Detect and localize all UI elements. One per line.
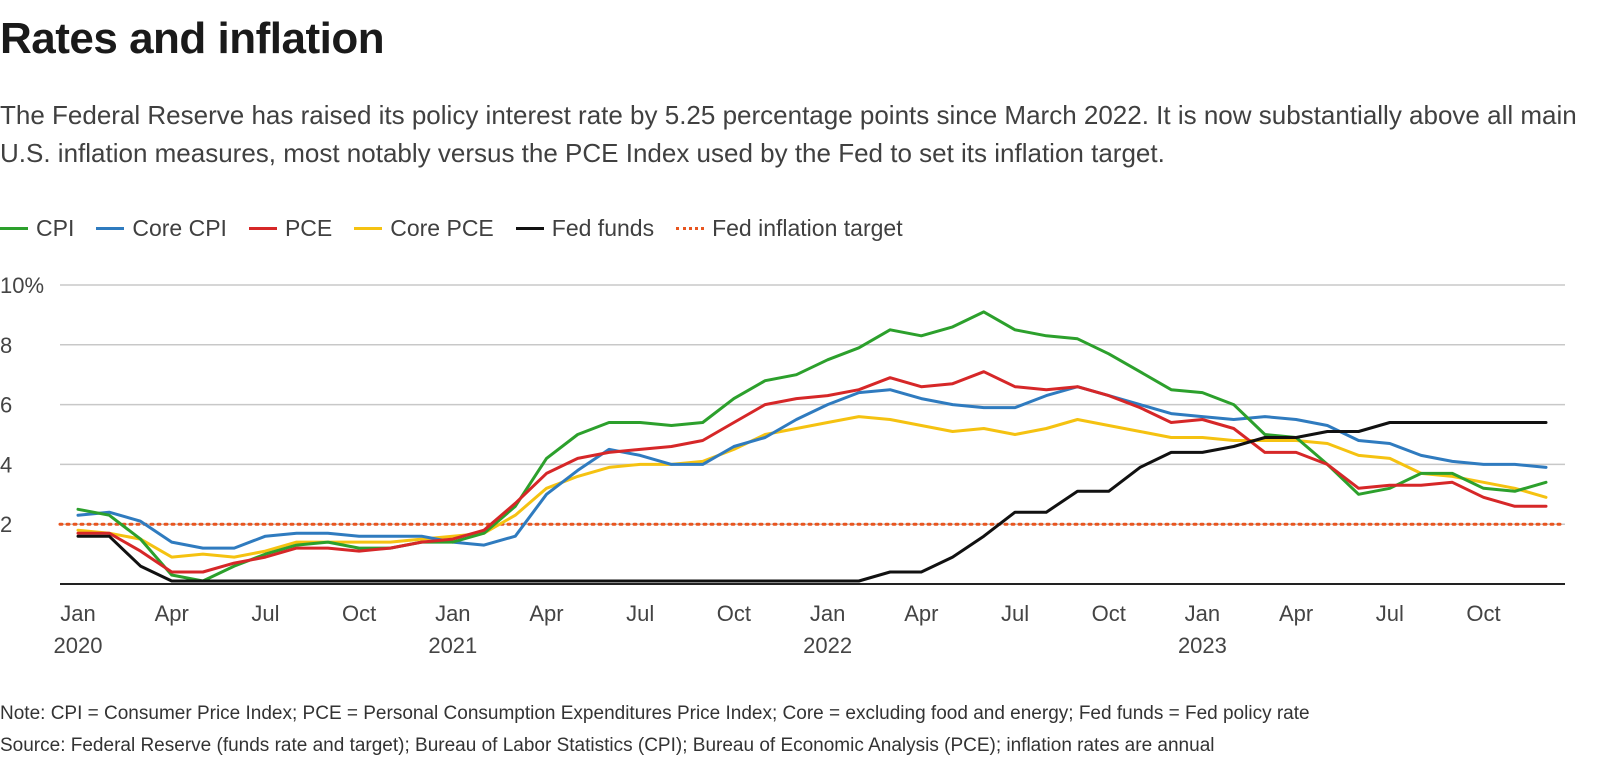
legend-label-fed-funds: Fed funds (551, 214, 655, 241)
x-tick-label: Jan (60, 601, 95, 626)
y-tick-label: 2 (0, 512, 12, 537)
series-line-pce (76, 370, 1548, 574)
x-tick-year-label: 2020 (54, 633, 103, 658)
legend-item-cpi: CPI (0, 215, 74, 242)
x-tick-label: Oct (342, 601, 376, 626)
y-tick-label: 6 (0, 393, 12, 418)
legend-label-cpi: CPI (36, 214, 75, 241)
x-tick-year-label: 2021 (428, 633, 477, 658)
legend-label-fed-target: Fed inflation target (712, 214, 903, 241)
legend-item-core-pce: Core PCE (354, 215, 494, 242)
x-tick-label: Apr (155, 601, 189, 626)
y-tick-label: 8 (0, 333, 12, 358)
legend-label-core-pce: Core PCE (390, 214, 494, 241)
x-tick-label: Jul (251, 601, 279, 626)
legend-item-fed-target: Fed inflation target (676, 215, 903, 242)
series-line-core-cpi (76, 385, 1548, 550)
x-tick-label: Apr (904, 601, 938, 626)
x-tick-label: Apr (529, 601, 563, 626)
footnote-source: Source: Federal Reserve (funds rate and … (0, 735, 1215, 756)
y-tick-label: 10% (0, 273, 44, 298)
legend: CPI Core CPI PCE Core PCE Fed funds Fed … (0, 210, 925, 246)
x-tick-label: Oct (1466, 601, 1500, 626)
legend-item-core-cpi: Core CPI (96, 215, 227, 242)
legend-swatch-pce (248, 226, 277, 230)
legend-swatch-fed-target (676, 226, 705, 230)
y-tick-label: 4 (0, 452, 12, 477)
legend-item-fed-funds: Fed funds (515, 214, 655, 242)
x-tick-label: Jan (435, 601, 470, 626)
x-tick-year-label: 2023 (1178, 633, 1227, 658)
legend-label-pce: PCE (284, 214, 333, 241)
x-tick-label: Oct (717, 601, 751, 626)
legend-item-pce: PCE (248, 214, 333, 242)
x-tick-label: Jul (1376, 601, 1404, 626)
x-tick-label: Jan (1185, 601, 1220, 626)
chart-subtitle: The Federal Reserve has raised its polic… (0, 100, 1577, 168)
x-tick-label: Jan (810, 601, 845, 626)
footnote-definitions: Note: CPI = Consumer Price Index; PCE = … (0, 703, 1310, 724)
x-tick-label: Apr (1279, 601, 1313, 626)
x-tick-label: Oct (1092, 601, 1126, 626)
series-line-cpi (76, 310, 1548, 583)
line-chart: 2 4 6 8 10% Jan 2020 Apr Jul Oct Jan 2021 Apr Jul Oct J… (0, 273, 1567, 658)
x-tick-label: Jul (626, 601, 654, 626)
legend-swatch-fed-funds (515, 226, 544, 230)
legend-swatch-core-cpi (96, 226, 125, 230)
x-tick-label: Jul (1001, 601, 1029, 626)
series-line-core-pce (76, 415, 1548, 559)
x-tick-year-label: 2022 (803, 633, 852, 658)
series-line-fed-funds (76, 421, 1548, 583)
chart-title: Rates and inflation (0, 14, 385, 63)
legend-swatch-core-pce (354, 226, 383, 230)
legend-swatch-cpi (0, 226, 28, 230)
legend-label-core-cpi: Core CPI (132, 214, 227, 241)
